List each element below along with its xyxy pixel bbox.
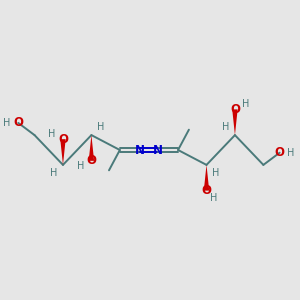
Polygon shape (89, 135, 94, 161)
Text: H: H (77, 161, 84, 171)
Polygon shape (60, 139, 66, 165)
Text: H: H (48, 129, 56, 139)
Text: H: H (3, 118, 10, 128)
Text: O: O (58, 133, 68, 146)
Text: O: O (202, 184, 212, 197)
Text: H: H (242, 99, 250, 109)
Text: O: O (13, 116, 23, 129)
Text: H: H (287, 148, 295, 158)
Text: H: H (210, 193, 217, 203)
Text: O: O (230, 103, 240, 116)
Text: O: O (274, 146, 285, 159)
Text: H: H (222, 122, 229, 132)
Text: H: H (50, 168, 57, 178)
Text: H: H (97, 122, 105, 132)
Text: N: N (135, 143, 145, 157)
Text: O: O (86, 154, 96, 167)
Polygon shape (204, 165, 209, 190)
Text: H: H (212, 168, 220, 178)
Text: N: N (153, 143, 163, 157)
Polygon shape (232, 110, 238, 135)
